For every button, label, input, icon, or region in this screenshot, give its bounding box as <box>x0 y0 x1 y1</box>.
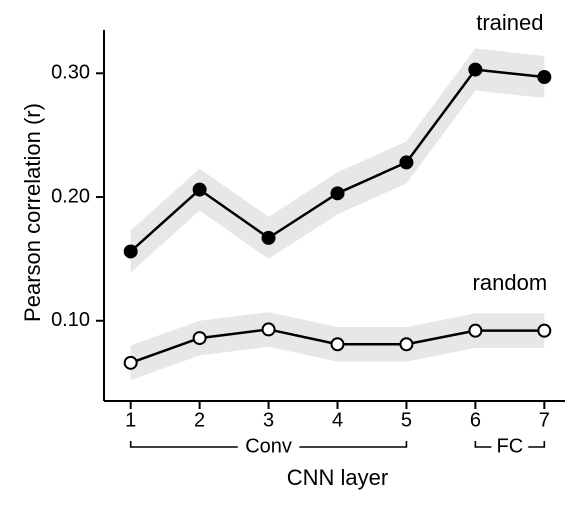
x-group-label: Conv <box>245 435 292 457</box>
marker-random <box>263 323 275 335</box>
marker-random <box>332 338 344 350</box>
x-tick-label: 6 <box>470 410 481 432</box>
marker-random <box>538 325 550 337</box>
marker-random <box>194 332 206 344</box>
series-label-random: random <box>473 270 548 295</box>
marker-trained <box>469 64 481 76</box>
marker-random <box>469 325 481 337</box>
x-tick-label: 1 <box>125 410 136 432</box>
chart: 0.10 0.20 0.30 1 2 3 4 5 6 7 trained random Conv FC CN… <box>0 0 585 507</box>
marker-trained <box>263 232 275 244</box>
marker-random <box>400 338 412 350</box>
y-tick-label: 0.20 <box>51 185 90 207</box>
marker-trained <box>332 187 344 199</box>
y-tick-label: 0.10 <box>51 309 90 331</box>
x-tick-label: 2 <box>194 410 205 432</box>
marker-trained <box>538 71 550 83</box>
x-tick-label: 7 <box>539 410 550 432</box>
marker-trained <box>125 245 137 257</box>
y-tick-label: 0.30 <box>51 62 90 84</box>
x-tick-label: 5 <box>401 410 412 432</box>
x-tick-label: 3 <box>263 410 274 432</box>
x-group-label: FC <box>497 435 524 457</box>
x-axis-label: CNN layer <box>287 465 388 490</box>
marker-trained <box>194 184 206 196</box>
marker-random <box>125 357 137 369</box>
marker-trained <box>400 156 412 168</box>
x-tick-label: 4 <box>332 410 343 432</box>
series-label-trained: trained <box>476 10 543 35</box>
y-axis-label: Pearson correlation (r) <box>20 103 45 322</box>
